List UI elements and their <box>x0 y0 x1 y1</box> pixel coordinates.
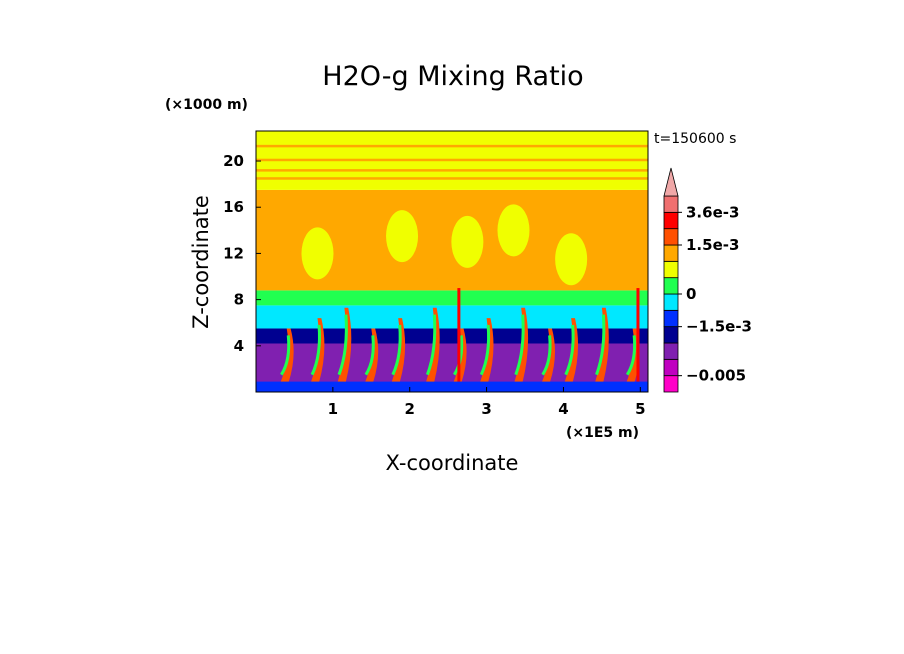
field-band <box>256 305 648 329</box>
field-band <box>256 290 648 306</box>
updraft-core <box>636 288 640 387</box>
y-unit-label: (×1000 m) <box>165 97 248 113</box>
y-tick-label: 20 <box>223 152 244 170</box>
stratospheric-streak <box>256 177 648 180</box>
x-axis-label: X-coordinate <box>386 451 519 475</box>
plume-edge <box>391 324 402 376</box>
plume-edge <box>479 324 491 376</box>
dry-intrusion <box>497 204 530 257</box>
y-tick-label: 8 <box>234 291 244 309</box>
surface-layer <box>256 381 648 392</box>
dry-intrusion <box>301 227 334 280</box>
x-tick-label: 4 <box>558 400 568 418</box>
plume-edge <box>595 314 606 376</box>
updraft-core <box>457 288 461 387</box>
x-unit-label: (×1E5 m) <box>566 425 639 441</box>
y-axis-ticks: 4 8 12 16 20 <box>223 152 261 355</box>
colorbar-segment <box>663 309 679 328</box>
colorbar-segment <box>663 375 679 393</box>
colorbar-tick-label: −1.5e-3 <box>686 318 752 336</box>
plume-edge <box>453 335 464 376</box>
stratospheric-streak <box>256 169 648 172</box>
colorbar-segment <box>663 358 679 377</box>
colorbar-tick-label: 1.5e-3 <box>686 236 739 254</box>
stratospheric-streak <box>256 158 648 162</box>
x-tick-label: 3 <box>481 400 491 418</box>
plume-edge <box>564 324 575 376</box>
plume-edge <box>425 314 437 376</box>
y-tick-label: 16 <box>223 198 244 216</box>
colorbar-segment <box>663 195 679 213</box>
colorbar-segment <box>663 293 679 311</box>
dry-intrusion <box>555 233 588 286</box>
colorbar-segment <box>663 326 679 344</box>
colorbar: 3.6e-3 1.5e-3 0 −1.5e-3 −0.005 <box>663 167 752 393</box>
plume-edge <box>337 314 348 376</box>
colorbar-max-cap <box>663 167 679 197</box>
x-tick-label: 5 <box>635 400 645 418</box>
colorbar-segment <box>663 342 679 360</box>
plume-edge <box>541 335 552 376</box>
y-tick-label: 4 <box>234 337 244 355</box>
x-axis-ticks: 1 2 3 4 5 <box>328 387 646 418</box>
colorbar-segment <box>663 228 679 246</box>
x-tick-label: 1 <box>328 400 338 418</box>
y-axis-label: Z-coordinate <box>189 195 213 329</box>
plume-edge <box>280 335 291 376</box>
plume-edge <box>364 335 375 376</box>
colorbar-segment <box>663 277 679 295</box>
colorbar-tick-label: 3.6e-3 <box>686 203 739 221</box>
y-tick-label: 12 <box>223 244 244 262</box>
colorbar-tick-label: 0 <box>686 285 696 303</box>
dry-intrusion <box>451 215 484 268</box>
plume-edge <box>514 314 525 376</box>
field-band <box>256 328 648 344</box>
colorbar-segment <box>663 260 679 279</box>
x-tick-label: 2 <box>405 400 415 418</box>
colorbar-segment <box>663 244 679 262</box>
plot-frame <box>255 130 649 393</box>
dry-intrusion <box>386 210 419 263</box>
plume-edge <box>310 324 321 376</box>
colorbar-tick-label: −0.005 <box>686 367 746 385</box>
colorbar-segment <box>663 211 679 230</box>
plume-edge <box>625 335 637 376</box>
stratospheric-streak <box>256 144 648 148</box>
mixing-ratio-field <box>256 131 648 392</box>
chart-title: H2O-g Mixing Ratio <box>322 61 583 92</box>
time-label: t=150600 s <box>654 131 736 147</box>
